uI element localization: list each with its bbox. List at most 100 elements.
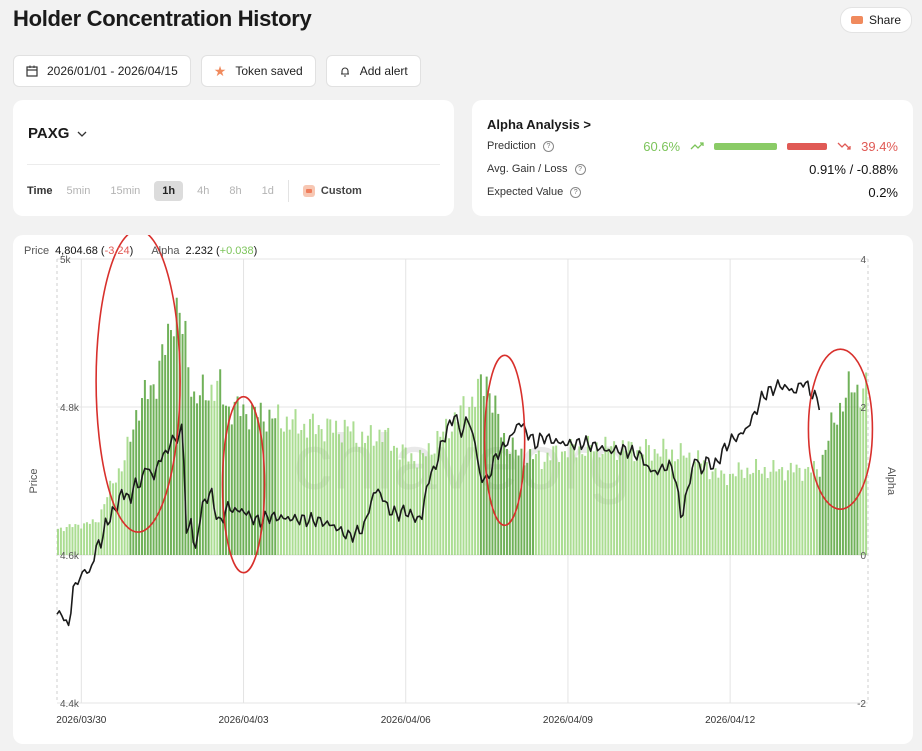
alpha-bar [769,471,772,555]
alpha-bar [251,404,254,555]
alpha-bar [285,416,288,555]
add-alert-button[interactable]: Add alert [325,55,421,87]
alpha-bar [117,468,120,555]
toolbar: 2026/01/01 - 2026/04/15 ★ Token saved Ad… [13,55,421,87]
alpha-bar [201,374,204,555]
add-alert-label: Add alert [359,64,408,78]
alpha-bar [613,441,616,555]
alpha-bar [114,482,117,555]
timeframe-selector: Time 5min 15min 1h 4h 8h 1d Custom [27,180,362,202]
alpha-bar [224,405,227,555]
alpha-bar [476,378,479,555]
crown-icon [302,185,315,197]
alpha-bar [740,469,743,555]
alpha-bar [494,395,497,555]
alpha-bar [552,446,555,555]
alpha-bar [471,396,474,555]
alpha-bar [175,297,178,555]
alpha-bar [665,449,668,555]
custom-label: Custom [320,185,362,197]
alpha-bar [821,454,824,555]
alpha-bar [314,434,317,555]
alpha-bar [752,472,755,555]
x-tick-label: 2026/04/03 [218,715,268,726]
token-selector[interactable]: PAXG [28,125,87,142]
alpha-bar [726,485,729,555]
timeframe-4h[interactable]: 4h [197,185,210,197]
legend-alpha-value: 2.232 [185,245,213,257]
alpha-bar [196,403,199,555]
alpha-bar [459,405,462,555]
alpha-bar [743,477,746,555]
alpha-bar [668,458,671,555]
alpha-bar [537,450,540,555]
alpha-bar [253,406,256,555]
prediction-up-bar [714,142,778,150]
timeframe-1h[interactable]: 1h [154,181,184,201]
alpha-bar [204,400,207,555]
highlight-ellipse [95,235,181,533]
trend-up-icon [690,142,704,150]
alpha-bar [288,429,291,555]
alpha-tick-label: -2 [857,699,866,710]
price-tick-label: 4.4k [60,699,80,710]
alpha-bar [723,473,726,555]
alpha-bar [694,461,697,555]
alpha-bar [708,479,711,555]
help-icon[interactable]: ? [542,140,554,152]
alpha-bar [453,412,456,555]
alpha-bar [259,402,262,555]
alpha-bar [439,436,442,555]
alpha-bar [592,451,595,555]
alpha-bar [68,524,71,555]
expected-value: 0.2% [868,184,898,200]
alpha-bar [372,445,375,555]
alpha-bar [543,461,546,555]
alpha-bar [731,473,734,555]
alpha-bar [644,439,647,555]
alpha-bar [534,454,537,555]
alpha-bar [604,436,607,555]
alpha-bar [416,467,419,555]
alpha-bar [387,427,390,555]
date-range-button[interactable]: 2026/01/01 - 2026/04/15 [13,55,191,87]
timeframe-label: Time [27,185,53,197]
alpha-analysis-link[interactable]: Alpha Analysis > [487,117,591,132]
page-title: Holder Concentration History [13,6,312,31]
timeframe-1d[interactable]: 1d [261,185,274,197]
alpha-bar [369,425,372,555]
alpha-bar [323,441,326,555]
alpha-bar [129,441,132,555]
alpha-bar [112,483,115,555]
alpha-analysis-card: Alpha Analysis > Prediction ? 60.6% 39.4… [472,100,913,216]
alpha-bar [94,522,97,555]
alpha-bar [815,469,818,555]
legend-price-change: -3.24 [104,245,130,257]
alpha-bar [227,406,230,555]
help-icon[interactable]: ? [574,163,586,175]
token-saved-button[interactable]: ★ Token saved [200,55,316,87]
alpha-bar [62,531,65,555]
timeframe-5min[interactable]: 5min [66,185,91,197]
alpha-bar [427,443,430,555]
timeframe-15min[interactable]: 15min [110,185,141,197]
alpha-bar [610,446,613,555]
expected-value-label: Expected Value [487,186,564,198]
alpha-bar [219,369,222,555]
custom-timeframe-button[interactable]: Custom [302,185,362,197]
alpha-bar [71,527,74,555]
legend-paren: ) [253,245,258,257]
alpha-bar [300,430,303,555]
help-icon[interactable]: ? [570,186,582,198]
price-alpha-chart[interactable]: chlaveorg4.4k4.6k4.8k5k-20242026/03/3020… [13,235,913,744]
alpha-bar [421,453,424,555]
alpha-bar [508,453,511,555]
alpha-bar [607,448,610,555]
share-button[interactable]: Share [839,7,912,33]
prediction-down-bar [787,142,828,150]
token-card: PAXG Time 5min 15min 1h 4h 8h 1d Custom [13,100,454,216]
alpha-bar [326,418,329,555]
timeframe-8h[interactable]: 8h [229,185,242,197]
alpha-bar [555,445,558,555]
alpha-bar [433,453,436,555]
